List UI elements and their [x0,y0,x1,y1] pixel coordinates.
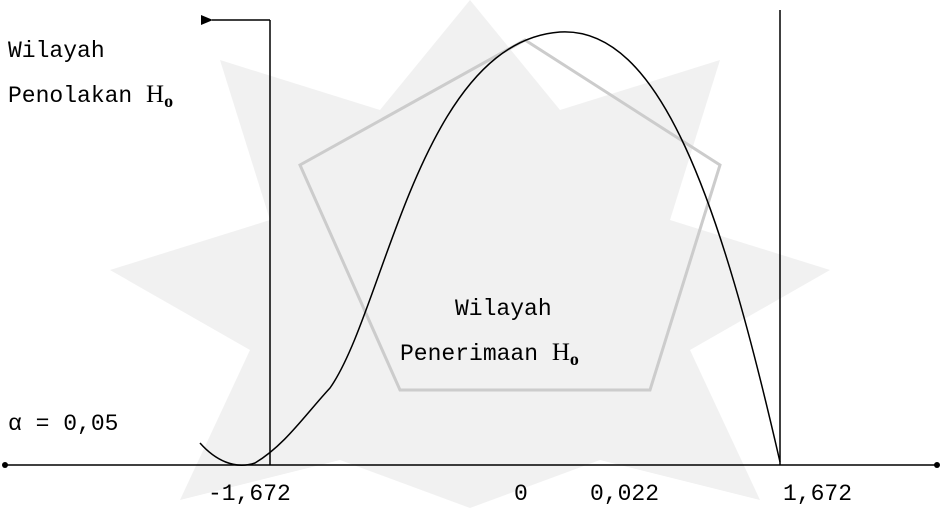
axis-label: -1,672 [208,481,291,507]
diagram: Wilayah Penolakan Ho Wilayah Penerimaan … [0,0,941,508]
axis-label: 1,672 [783,481,852,507]
acceptance-text: Penerimaan [400,341,538,367]
axis-end [2,462,8,468]
axis-end [934,462,940,468]
hypothesis-symbol: H [146,81,164,108]
axis-label: 0 [514,481,528,507]
acceptance-title: Wilayah [455,296,552,322]
rejection-label: Penolakan Ho [8,81,173,111]
axis-label: 0,022 [590,481,659,507]
acceptance-label: Penerimaan Ho [400,339,579,369]
hypothesis-symbol: H [552,339,570,366]
watermark [110,0,830,508]
watermark-star [110,0,830,508]
rejection-text: Penolakan [8,83,132,109]
hypothesis-subscript: o [570,349,579,369]
alpha-label: α = 0,05 [8,411,118,437]
rejection-title: Wilayah [8,38,105,64]
hypothesis-subscript: o [164,91,173,111]
